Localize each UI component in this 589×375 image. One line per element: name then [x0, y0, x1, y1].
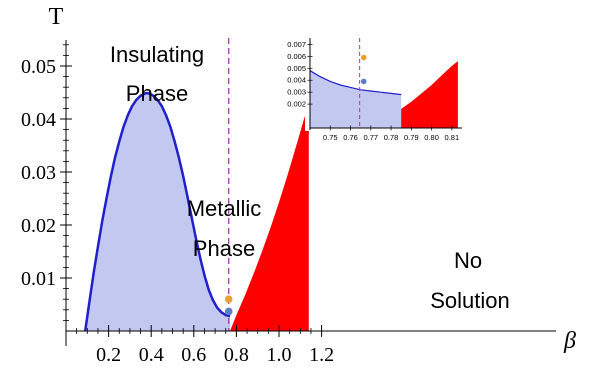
nosolution-label-line1: No	[454, 248, 482, 273]
inset-orange-point	[360, 54, 367, 61]
no-solution-region-layer	[230, 116, 309, 331]
inset-y-tick-label: 0.003	[287, 88, 306, 97]
inset-marker-points	[360, 54, 367, 85]
region-labels: Insulating Phase Metallic Phase No Solut…	[110, 42, 510, 313]
inset-x-tick-label: 0.81	[445, 133, 460, 142]
blue-marker-point	[224, 307, 233, 316]
inset-zoom-plot: 0.75 0.76 0.77 0.78 0.79 0.80 0.81 0.0020.0030…	[287, 38, 468, 142]
inset-x-tick-label: 0.75	[323, 133, 338, 142]
y-axis-title: T	[49, 4, 64, 30]
inset-blue-point	[360, 78, 367, 85]
y-tick-label: 0.02	[21, 215, 56, 237]
x-minor-ticks	[76, 328, 312, 334]
metallic-label-line1: Metallic	[187, 196, 262, 221]
metallic-region-layer	[83, 91, 231, 332]
x-axis-title: β	[563, 328, 576, 354]
metallic-label-line2: Phase	[193, 236, 255, 261]
metallic-phase-area	[85, 93, 230, 331]
axes: 0.2 0.4 0.6 0.8 1.0 1.2 0.010.020.030.040.05 …	[21, 4, 576, 366]
inset-x-tick-label: 0.77	[363, 133, 378, 142]
inset-y-ticks: 0.002 0.003 0.004 0.005 0.006 0.007	[287, 40, 313, 109]
orange-marker-point	[224, 295, 233, 304]
y-tick-label: 0.04	[21, 109, 56, 131]
inset-y-tick-label: 0.007	[287, 40, 306, 49]
nosolution-label-line2: Solution	[430, 288, 510, 313]
metallic-phase-boundary	[83, 91, 231, 332]
y-tick-label: 0.01	[21, 268, 56, 290]
x-tick-label: 1.2	[309, 344, 334, 366]
x-tick-label: 0.8	[224, 344, 249, 366]
inset-x-tick-label: 0.79	[404, 133, 419, 142]
inset-x-tick-label: 0.78	[384, 133, 399, 142]
inset-no-solution-area	[370, 61, 458, 128]
x-tick-label: 1.0	[267, 344, 292, 366]
inset-x-tick-label: 0.76	[343, 133, 358, 142]
inset-y-tick-label: 0.005	[287, 64, 306, 73]
x-tick-label: 0.6	[181, 344, 206, 366]
marker-points	[224, 295, 233, 316]
inset-y-tick-label: 0.002	[287, 100, 306, 109]
inset-x-tick-label: 0.80	[424, 133, 439, 142]
inset-metallic-area	[310, 70, 402, 128]
y-tick-label: 0.05	[21, 56, 56, 78]
insulating-label-line2: Phase	[126, 81, 188, 106]
y-ticks: 0.01 0.02 0.03 0.04 0.05	[21, 56, 72, 290]
x-ticks: 0.2 0.4 0.6 0.8 1.0 1.2	[96, 325, 334, 366]
x-tick-label: 0.4	[139, 344, 164, 366]
y-minor-ticks	[63, 44, 69, 321]
insulating-label-line1: Insulating	[110, 42, 204, 67]
y-tick-label: 0.03	[21, 162, 56, 184]
inset-boundary-line	[309, 70, 402, 96]
no-solution-area	[230, 116, 309, 331]
inset-y-tick-label: 0.006	[287, 52, 306, 61]
inset-x-ticks: 0.75 0.76 0.77 0.78 0.79 0.80 0.81	[323, 125, 460, 142]
inset-y-tick-label: 0.004	[287, 76, 306, 85]
x-tick-label: 0.2	[96, 344, 121, 366]
